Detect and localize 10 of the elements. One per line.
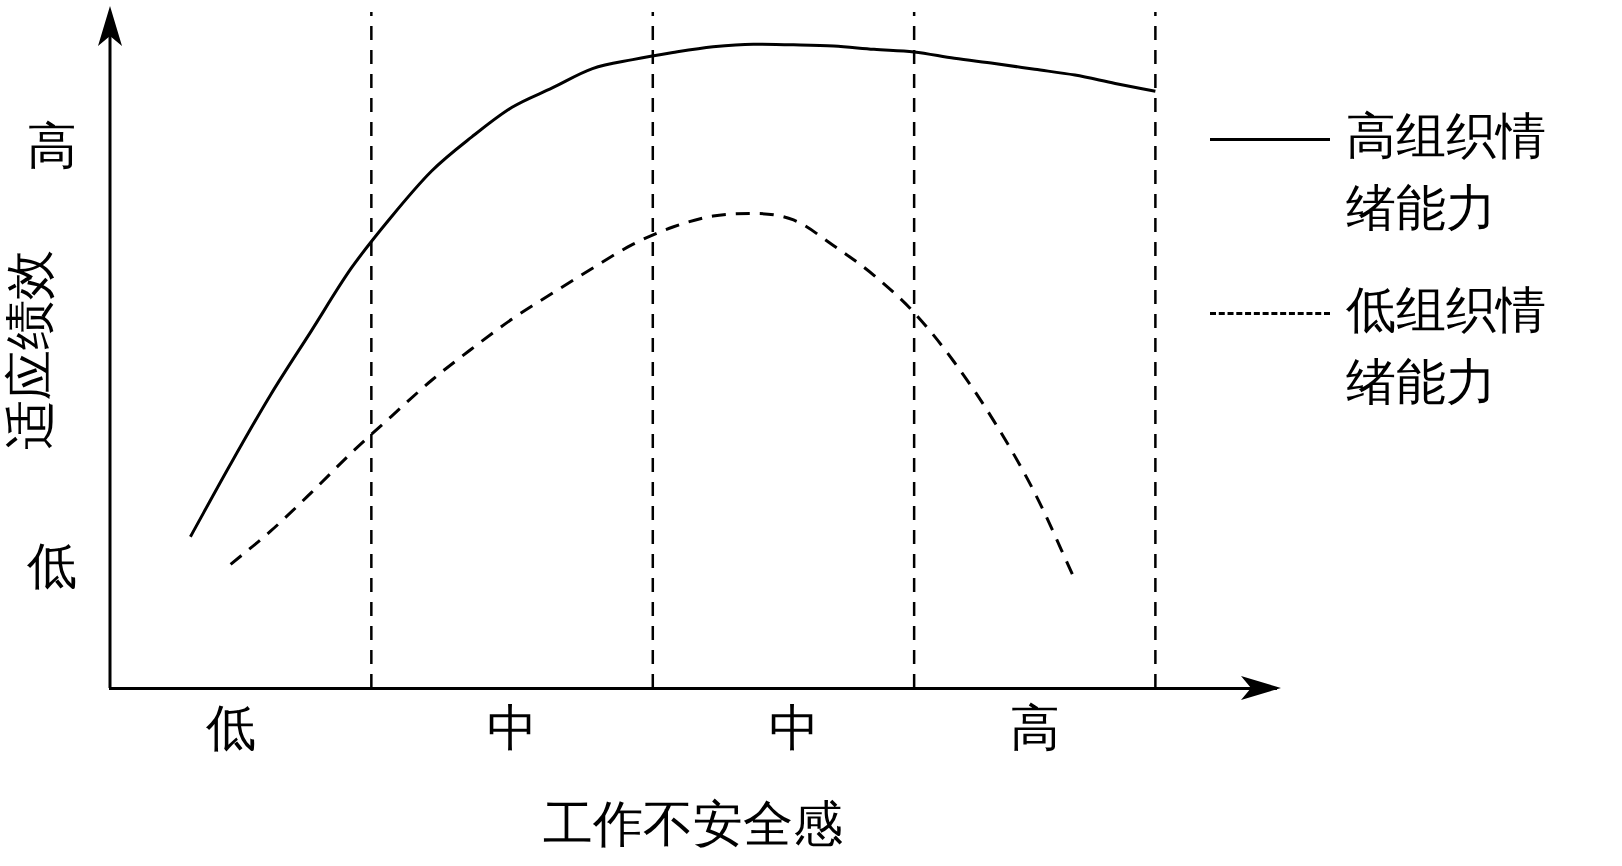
x-axis-title: 工作不安全感 <box>543 794 843 853</box>
x-tick-label: 中 <box>487 698 538 757</box>
x-tick-label: 高 <box>1009 698 1060 757</box>
legend-label: 高组织情绪能力 <box>1346 106 1547 239</box>
y-axis-title: 适应绩效 <box>0 250 59 450</box>
text: 高 <box>27 117 77 176</box>
legend-label: 低组织情绪能力 <box>1346 280 1547 413</box>
text: 低 <box>27 536 77 595</box>
x-tick-label: 低 <box>205 698 256 757</box>
x-tick-label: 中 <box>768 698 819 757</box>
